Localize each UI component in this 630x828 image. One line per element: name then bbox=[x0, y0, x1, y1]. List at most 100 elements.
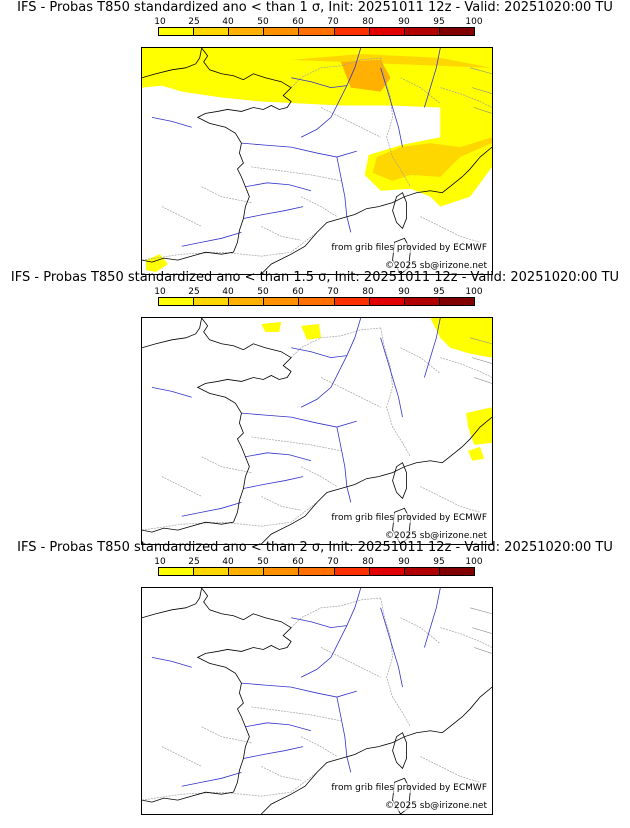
colorbar-labels: 10 25 40 50 60 70 80 90 95 100 bbox=[150, 557, 490, 567]
colorbar-segment bbox=[194, 568, 230, 575]
admin-border bbox=[261, 226, 302, 241]
colorbar bbox=[158, 567, 475, 576]
panel-title: IFS - Probas T850 standardized ano < tha… bbox=[10, 270, 620, 285]
probability-area bbox=[301, 323, 321, 340]
colorbar-tick-label: 60 bbox=[292, 287, 304, 297]
colorbar-segment bbox=[369, 28, 405, 35]
colorbar-tick-label: 60 bbox=[292, 557, 304, 567]
admin-border bbox=[300, 466, 338, 487]
admin-border bbox=[251, 166, 341, 182]
river bbox=[336, 696, 352, 773]
colorbar-tick-label: 40 bbox=[222, 557, 234, 567]
island-outline bbox=[392, 462, 407, 500]
panel-title: IFS - Probas T850 standardized ano < tha… bbox=[17, 540, 613, 555]
coastline bbox=[142, 48, 292, 263]
probability-area bbox=[430, 318, 492, 358]
colorbar-segment bbox=[229, 298, 265, 305]
coastline bbox=[142, 318, 292, 533]
admin-border bbox=[290, 57, 381, 88]
colorbar-segment bbox=[404, 298, 440, 305]
colorbar-tick-label: 10 bbox=[154, 287, 166, 297]
admin-border bbox=[261, 766, 302, 781]
colorbar-tick-label: 90 bbox=[398, 287, 410, 297]
probability-area bbox=[261, 321, 282, 332]
river bbox=[424, 588, 441, 648]
probability-map: from grib files provided by ECMWF ©2025 … bbox=[141, 47, 493, 275]
admin-border bbox=[400, 347, 441, 374]
colorbar-segment bbox=[439, 28, 474, 35]
colorbar-segment bbox=[404, 568, 440, 575]
colorbar-tick-label: 100 bbox=[465, 557, 483, 567]
river bbox=[336, 156, 352, 233]
map-canvas bbox=[142, 318, 492, 544]
probability-area bbox=[142, 48, 492, 207]
colorbar-segment bbox=[194, 28, 230, 35]
colorbar-labels: 10 25 40 50 60 70 80 90 95 100 bbox=[150, 287, 490, 297]
admin-border bbox=[400, 77, 441, 104]
probability-map: from grib files provided by ECMWF ©2025 … bbox=[141, 587, 493, 815]
copyright-credit: ©2025 sb@irizone.net bbox=[385, 801, 487, 811]
colorbar-segment bbox=[334, 568, 370, 575]
colorbar-segment bbox=[439, 298, 474, 305]
admin-border bbox=[320, 647, 381, 678]
river bbox=[241, 142, 357, 158]
colorbar-tick-label: 50 bbox=[257, 287, 269, 297]
colorbar-tick-label: 40 bbox=[222, 17, 234, 27]
river bbox=[151, 386, 192, 398]
colorbar-segment bbox=[264, 298, 300, 305]
admin-border bbox=[320, 107, 381, 138]
data-source-credit: from grib files provided by ECMWF bbox=[331, 243, 487, 253]
map-canvas bbox=[142, 588, 492, 814]
admin-border bbox=[161, 476, 202, 497]
probability-area bbox=[468, 446, 485, 461]
colorbar-segment bbox=[264, 28, 300, 35]
colorbar-tick-label: 70 bbox=[327, 287, 339, 297]
probability-area bbox=[340, 59, 391, 92]
data-source-credit: from grib files provided by ECMWF bbox=[331, 783, 487, 793]
colorbar-tick-label: 70 bbox=[327, 557, 339, 567]
admin-border bbox=[161, 206, 202, 227]
admin-border bbox=[400, 617, 441, 644]
colorbar-segment bbox=[334, 298, 370, 305]
admin-border bbox=[290, 327, 381, 358]
colorbar-tick-label: 95 bbox=[433, 17, 445, 27]
panel-title: IFS - Probas T850 standardized ano < tha… bbox=[17, 0, 613, 15]
admin-border bbox=[290, 597, 381, 628]
colorbar-tick-label: 95 bbox=[433, 557, 445, 567]
colorbar-tick-label: 80 bbox=[362, 287, 374, 297]
colorbar-tick-label: 80 bbox=[362, 557, 374, 567]
island-outline bbox=[392, 732, 407, 770]
river bbox=[380, 607, 403, 688]
map-panel-1: IFS - Probas T850 standardized ano < tha… bbox=[0, 0, 630, 276]
island-outline bbox=[392, 192, 407, 230]
admin-border bbox=[440, 627, 492, 648]
colorbar-tick-label: 50 bbox=[257, 17, 269, 27]
river bbox=[181, 771, 242, 787]
colorbar-tick-label: 90 bbox=[398, 17, 410, 27]
coastline bbox=[142, 318, 203, 349]
colorbar-tick-label: 60 bbox=[292, 17, 304, 27]
admin-border bbox=[201, 186, 252, 203]
river bbox=[380, 67, 403, 148]
admin-border bbox=[251, 706, 341, 722]
admin-border bbox=[261, 496, 302, 511]
river bbox=[300, 48, 362, 138]
river bbox=[151, 116, 192, 128]
river bbox=[245, 452, 312, 462]
colorbar-tick-label: 70 bbox=[327, 17, 339, 27]
colorbar-segment bbox=[229, 28, 265, 35]
colorbar-segment bbox=[369, 298, 405, 305]
river bbox=[151, 656, 192, 668]
river bbox=[243, 206, 304, 219]
colorbar-tick-label: 25 bbox=[188, 287, 200, 297]
coastline bbox=[142, 588, 203, 619]
admin-border bbox=[300, 196, 338, 217]
river bbox=[291, 617, 347, 629]
map-canvas bbox=[142, 48, 492, 274]
map-panel-3: IFS - Probas T850 standardized ano < tha… bbox=[0, 540, 630, 816]
colorbar-tick-label: 80 bbox=[362, 17, 374, 27]
colorbar-segment bbox=[194, 298, 230, 305]
coastline bbox=[142, 48, 203, 79]
colorbar-segment bbox=[299, 298, 335, 305]
admin-border bbox=[420, 216, 481, 243]
